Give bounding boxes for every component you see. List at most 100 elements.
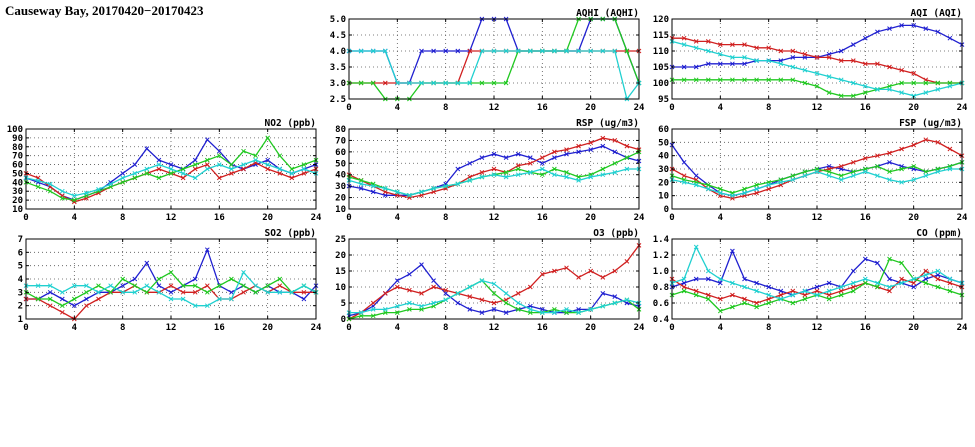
svg-text:10: 10 — [12, 205, 23, 215]
series-green — [669, 77, 965, 99]
chart-aqi: 95 100 105 110 115 120 0 4 8 12 16 20 24 AQI (AQI) — [653, 8, 968, 113]
svg-text:0.8: 0.8 — [653, 283, 669, 293]
svg-text:0: 0 — [346, 213, 351, 223]
gridlines — [349, 19, 639, 99]
svg-text:30: 30 — [658, 165, 669, 175]
svg-text:8: 8 — [443, 103, 448, 113]
tick-labels: 2.5 3.0 3.5 4.0 4.5 5.0 0 4 8 12 16 20 24 AQHI (AQHI) — [330, 8, 645, 113]
svg-text:40: 40 — [12, 178, 23, 188]
svg-text:12: 12 — [166, 213, 177, 223]
svg-text:0: 0 — [346, 323, 351, 333]
svg-text:115: 115 — [653, 31, 669, 41]
axes — [348, 238, 640, 320]
svg-text:80: 80 — [12, 143, 23, 153]
svg-text:100: 100 — [653, 79, 669, 89]
svg-text:24: 24 — [957, 103, 968, 113]
gridlines — [26, 239, 316, 319]
svg-text:0.4: 0.4 — [653, 315, 670, 325]
gridlines — [672, 19, 962, 99]
chart-aqhi: 2.5 3.0 3.5 4.0 4.5 5.0 0 4 8 12 16 20 24 AQHI (AQHI) — [330, 8, 645, 113]
svg-text:4: 4 — [718, 323, 724, 333]
svg-text:8: 8 — [766, 103, 771, 113]
svg-text:12: 12 — [489, 213, 500, 223]
svg-text:20: 20 — [585, 213, 596, 223]
chart-title: FSP (ug/m3) — [899, 118, 962, 129]
chart-cell-so2: 1 2 3 4 5 6 7 0 4 8 12 16 20 24 SO2 (ppb) — [0, 226, 323, 336]
svg-text:3.5: 3.5 — [330, 63, 346, 73]
tick-labels: 0.4 0.6 0.8 1.0 1.2 1.4 0 4 8 12 16 20 24 CO (ppm) — [653, 228, 968, 333]
svg-text:24: 24 — [634, 213, 645, 223]
svg-text:12: 12 — [489, 323, 500, 333]
svg-text:4: 4 — [72, 323, 78, 333]
svg-text:16: 16 — [214, 323, 225, 333]
svg-text:12: 12 — [166, 323, 177, 333]
series-cyan — [669, 39, 965, 99]
svg-text:16: 16 — [537, 323, 548, 333]
title-spacer — [0, 6, 323, 116]
svg-text:20: 20 — [908, 323, 919, 333]
series-cyan — [669, 166, 965, 199]
svg-text:0: 0 — [669, 103, 674, 113]
svg-text:12: 12 — [812, 323, 823, 333]
svg-text:8: 8 — [120, 213, 125, 223]
chart-co: 0.4 0.6 0.8 1.0 1.2 1.4 0 4 8 12 16 20 24 CO (ppm) — [653, 228, 968, 333]
svg-text:1.2: 1.2 — [653, 251, 669, 261]
svg-text:24: 24 — [957, 213, 968, 223]
chart-o3: 0 5 10 15 20 25 0 4 8 12 16 20 24 O3 (ppb) — [335, 228, 645, 333]
chart-title: SO2 (ppb) — [265, 228, 316, 239]
svg-text:4.5: 4.5 — [330, 31, 346, 41]
tick-labels: 95 100 105 110 115 120 0 4 8 12 16 20 24 AQI (AQI) — [653, 8, 968, 113]
svg-text:0: 0 — [664, 205, 669, 215]
chart-fsp: 0 10 20 30 40 50 60 0 4 8 12 16 20 24 FSP (ug/m3) — [658, 118, 968, 223]
svg-text:50: 50 — [12, 169, 23, 179]
svg-text:60: 60 — [658, 125, 669, 135]
tick-labels: 0 5 10 15 20 25 0 4 8 12 16 20 24 O3 (ppb) — [335, 228, 645, 333]
svg-text:8: 8 — [120, 323, 125, 333]
svg-text:4: 4 — [395, 323, 401, 333]
svg-text:8: 8 — [766, 213, 771, 223]
svg-text:20: 20 — [262, 213, 273, 223]
svg-text:16: 16 — [860, 103, 871, 113]
svg-text:1.4: 1.4 — [653, 235, 670, 245]
svg-text:20: 20 — [585, 323, 596, 333]
axes — [25, 238, 317, 320]
svg-text:24: 24 — [311, 323, 322, 333]
svg-text:8: 8 — [443, 213, 448, 223]
svg-text:5: 5 — [341, 299, 346, 309]
svg-text:12: 12 — [812, 103, 823, 113]
svg-text:110: 110 — [653, 47, 669, 57]
series-cyan — [669, 244, 965, 302]
chart-title: O3 (ppb) — [593, 228, 639, 239]
svg-text:0: 0 — [669, 213, 674, 223]
svg-text:5: 5 — [18, 262, 23, 272]
svg-text:0: 0 — [346, 103, 351, 113]
svg-text:20: 20 — [585, 103, 596, 113]
svg-text:80: 80 — [335, 125, 346, 135]
svg-text:3.0: 3.0 — [330, 79, 346, 89]
svg-text:10: 10 — [335, 205, 346, 215]
chart-title: AQI (AQI) — [911, 8, 962, 19]
svg-text:16: 16 — [860, 213, 871, 223]
svg-text:100: 100 — [7, 125, 23, 135]
svg-text:20: 20 — [12, 196, 23, 206]
svg-text:1.0: 1.0 — [653, 267, 669, 277]
svg-text:40: 40 — [335, 171, 346, 181]
svg-text:0: 0 — [341, 315, 346, 325]
chart-cell-no2: 10 20 30 40 50 60 70 80 90 100 0 4 8 12 16 20 24 NO2 (ppb… — [0, 116, 323, 226]
svg-text:40: 40 — [658, 152, 669, 162]
svg-text:4: 4 — [718, 103, 724, 113]
svg-text:50: 50 — [658, 138, 669, 148]
svg-text:24: 24 — [634, 323, 645, 333]
svg-text:20: 20 — [262, 323, 273, 333]
svg-text:50: 50 — [335, 159, 346, 169]
svg-text:12: 12 — [489, 103, 500, 113]
axes — [25, 128, 317, 210]
svg-text:4: 4 — [395, 213, 401, 223]
series-green — [23, 135, 319, 203]
chart-title: NO2 (ppb) — [265, 118, 316, 129]
svg-text:15: 15 — [335, 267, 346, 277]
series-cyan — [346, 48, 642, 102]
